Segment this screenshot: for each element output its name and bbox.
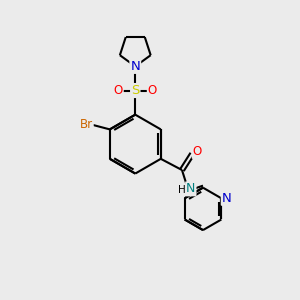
- Text: N: N: [186, 182, 196, 195]
- Text: O: O: [148, 84, 157, 97]
- Text: S: S: [131, 84, 140, 97]
- Text: O: O: [193, 145, 202, 158]
- Text: N: N: [222, 192, 232, 205]
- Text: H: H: [178, 185, 186, 195]
- Text: N: N: [130, 60, 140, 73]
- Text: O: O: [114, 84, 123, 97]
- Text: Br: Br: [80, 118, 93, 131]
